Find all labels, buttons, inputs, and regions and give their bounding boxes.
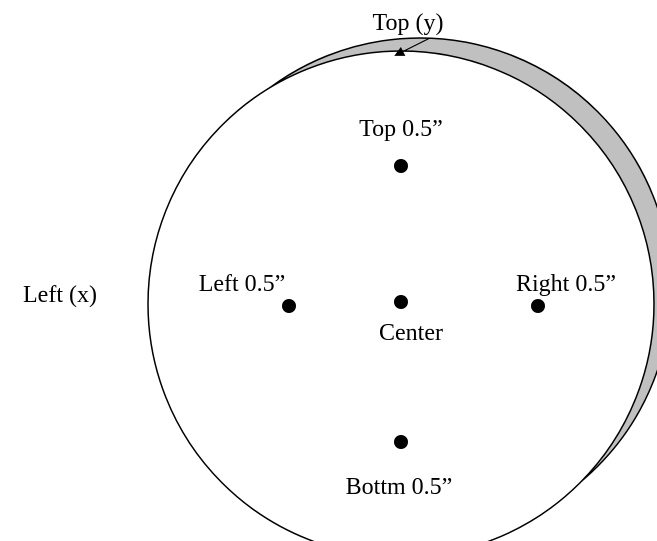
arrow [394, 37, 431, 56]
point-label: Bottm 0.5” [346, 474, 453, 500]
point-dot [394, 435, 408, 449]
point-label: Center [379, 320, 443, 346]
point-dot [531, 299, 545, 313]
point-dot [394, 159, 408, 173]
point-label: Left 0.5” [199, 271, 286, 297]
point-dot [394, 295, 408, 309]
point-dot [282, 299, 296, 313]
point-label: Right 0.5” [516, 271, 616, 297]
top-axis-label: Top (y) [373, 10, 444, 36]
left-axis-label: Left (x) [23, 282, 97, 308]
point-label: Top 0.5” [359, 116, 443, 142]
